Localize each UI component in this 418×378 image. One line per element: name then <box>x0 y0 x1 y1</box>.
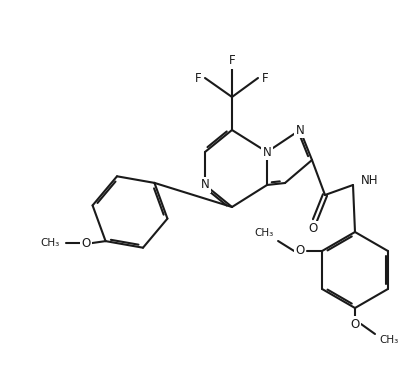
Text: F: F <box>229 54 235 68</box>
Text: NH: NH <box>361 175 379 187</box>
Text: O: O <box>296 245 305 257</box>
Text: F: F <box>262 71 268 85</box>
Text: N: N <box>263 146 271 158</box>
Text: CH₃: CH₃ <box>40 238 60 248</box>
Text: O: O <box>308 223 318 235</box>
Text: F: F <box>195 71 201 85</box>
Text: O: O <box>81 237 90 249</box>
Text: CH₃: CH₃ <box>255 228 274 238</box>
Text: CH₃: CH₃ <box>379 335 398 345</box>
Text: O: O <box>350 318 359 330</box>
Text: N: N <box>201 178 209 192</box>
Text: N: N <box>296 124 304 136</box>
